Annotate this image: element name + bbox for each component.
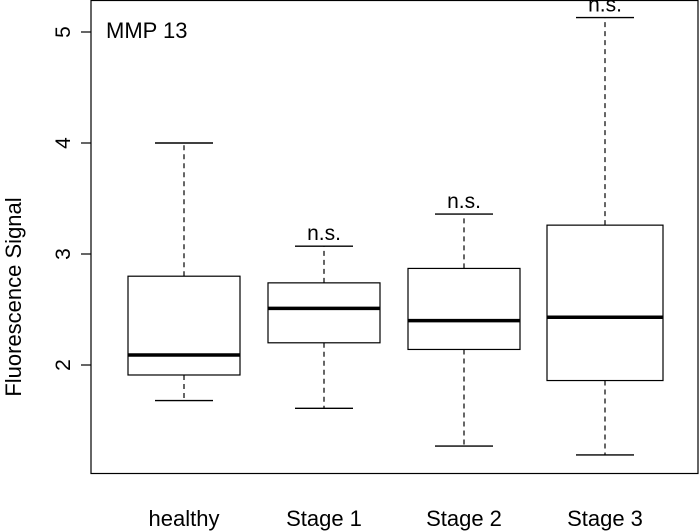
significance-label: n.s. <box>307 222 341 245</box>
x-tick-label: Stage 1 <box>286 506 362 531</box>
x-tick-label: Stage 3 <box>567 506 643 531</box>
box-iqr <box>267 282 381 344</box>
box-iqr <box>407 267 521 351</box>
y-tick-label: 2 <box>52 359 75 371</box>
plot-frame <box>90 0 699 475</box>
significance-label: n.s. <box>447 190 481 213</box>
box-iqr <box>127 275 241 376</box>
significance-label: n.s. <box>588 0 622 17</box>
box-iqr <box>546 224 664 382</box>
y-tick-label: 4 <box>52 137 75 149</box>
chart-annotation: MMP 13 <box>106 18 188 43</box>
x-tick-label: healthy <box>149 506 220 531</box>
y-tick-label: 3 <box>52 248 75 260</box>
x-tick-label: Stage 2 <box>426 506 502 531</box>
boxes-group: n.s. n.s. n.s. <box>127 0 664 456</box>
y-axis: 2 3 4 5 <box>52 26 91 371</box>
y-axis-label: Fluorescence Signal <box>1 197 26 396</box>
y-tick-label: 5 <box>52 26 75 38</box>
x-axis: healthy Stage 1 Stage 2 Stage 3 <box>149 506 643 531</box>
